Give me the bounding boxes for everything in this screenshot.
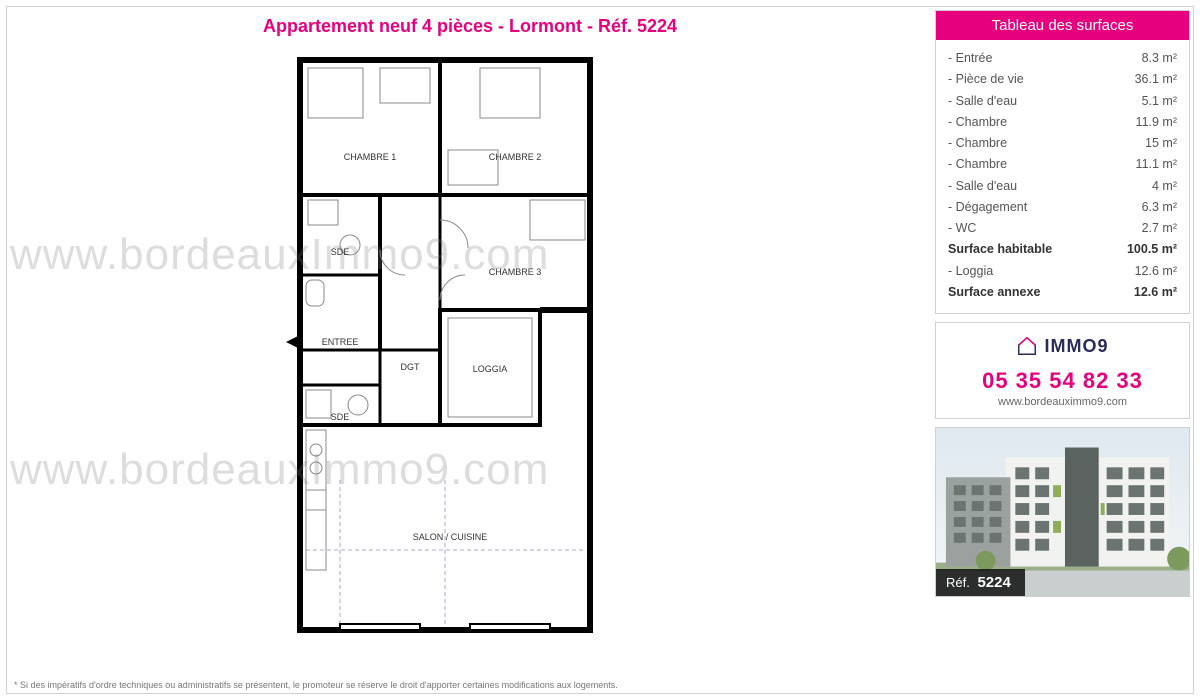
brand-name: IMMO9 — [1044, 336, 1108, 357]
surface-value: 36.1 m² — [1135, 69, 1177, 90]
surface-row: - Entrée 8.3 m² — [948, 48, 1177, 69]
surface-value: 5.1 m² — [1142, 91, 1177, 112]
contact-panel: IMMO9 05 35 54 82 33 www.bordeauximmo9.c… — [935, 322, 1190, 419]
surface-label: - Chambre — [948, 154, 1007, 175]
surface-value: 12.6 m² — [1134, 282, 1177, 303]
surface-label: - Pièce de vie — [948, 69, 1024, 90]
floorplan: CHAMBRE 1 CHAMBRE 2 SDE CHAMBRE 3 ENTREE… — [280, 50, 610, 640]
building-photo: Réf. 5224 — [935, 427, 1190, 597]
surface-row: - Salle d'eau 4 m² — [948, 176, 1177, 197]
disclaimer: * Si des impératifs d'ordre techniques o… — [14, 680, 920, 690]
surface-value: 8.3 m² — [1142, 48, 1177, 69]
sidebar: Tableau des surfaces - Entrée8.3 m²- Piè… — [935, 10, 1190, 597]
surface-label: - WC — [948, 218, 976, 239]
surface-row: - Salle d'eau 5.1 m² — [948, 91, 1177, 112]
surface-row: - Loggia 12.6 m² — [948, 261, 1177, 282]
surface-row: - Chambre 11.1 m² — [948, 154, 1177, 175]
surfaces-panel: Tableau des surfaces - Entrée8.3 m²- Piè… — [935, 10, 1190, 314]
label-chambre3: CHAMBRE 3 — [489, 267, 542, 277]
surface-row: - Dégagement 6.3 m² — [948, 197, 1177, 218]
surface-row: - WC 2.7 m² — [948, 218, 1177, 239]
surfaces-body: - Entrée8.3 m²- Pièce de vie36.1 m²- Sal… — [936, 40, 1189, 313]
surface-value: 11.1 m² — [1136, 154, 1177, 175]
surfaces-header: Tableau des surfaces — [936, 11, 1189, 40]
brand-logo: IMMO9 — [1016, 335, 1108, 357]
surface-label: Surface habitable — [948, 239, 1052, 260]
label-chambre1: CHAMBRE 1 — [344, 152, 397, 162]
surface-row: - Pièce de vie 36.1 m² — [948, 69, 1177, 90]
surface-label: Surface annexe — [948, 282, 1040, 303]
surface-row: Surface annexe 12.6 m² — [948, 282, 1177, 303]
surface-label: - Dégagement — [948, 197, 1027, 218]
surface-label: - Chambre — [948, 133, 1007, 154]
surface-row: - Chambre 15 m² — [948, 133, 1177, 154]
label-dgt: DGT — [401, 362, 421, 372]
page-title: Appartement neuf 4 pièces - Lormont - Ré… — [20, 16, 920, 37]
ref-number: 5224 — [977, 574, 1010, 591]
surface-label: - Entrée — [948, 48, 992, 69]
label-salon: SALON / CUISINE — [413, 532, 488, 542]
contact-website: www.bordeauximmo9.com — [944, 396, 1181, 408]
surface-value: 15 m² — [1145, 133, 1177, 154]
surface-value: 4 m² — [1152, 176, 1177, 197]
label-loggia: LOGGIA — [473, 364, 508, 374]
surface-row: - Chambre 11.9 m² — [948, 112, 1177, 133]
label-entree: ENTREE — [322, 337, 359, 347]
surface-value: 2.7 m² — [1142, 218, 1177, 239]
surface-value: 12.6 m² — [1135, 261, 1177, 282]
surface-label: - Chambre — [948, 112, 1007, 133]
ref-badge: Réf. 5224 — [936, 569, 1025, 596]
label-sde1: SDE — [331, 247, 350, 257]
label-chambre2: CHAMBRE 2 — [489, 152, 542, 162]
contact-phone: 05 35 54 82 33 — [944, 368, 1181, 394]
ref-prefix: Réf. — [946, 575, 970, 590]
house-icon — [1016, 335, 1038, 357]
surface-label: - Salle d'eau — [948, 176, 1017, 197]
surface-row: Surface habitable 100.5 m² — [948, 239, 1177, 260]
surface-label: - Salle d'eau — [948, 91, 1017, 112]
surface-value: 100.5 m² — [1127, 239, 1177, 260]
surface-label: - Loggia — [948, 261, 993, 282]
label-sde2: SDE — [331, 412, 350, 422]
surface-value: 6.3 m² — [1142, 197, 1177, 218]
surface-value: 11.9 m² — [1136, 112, 1177, 133]
